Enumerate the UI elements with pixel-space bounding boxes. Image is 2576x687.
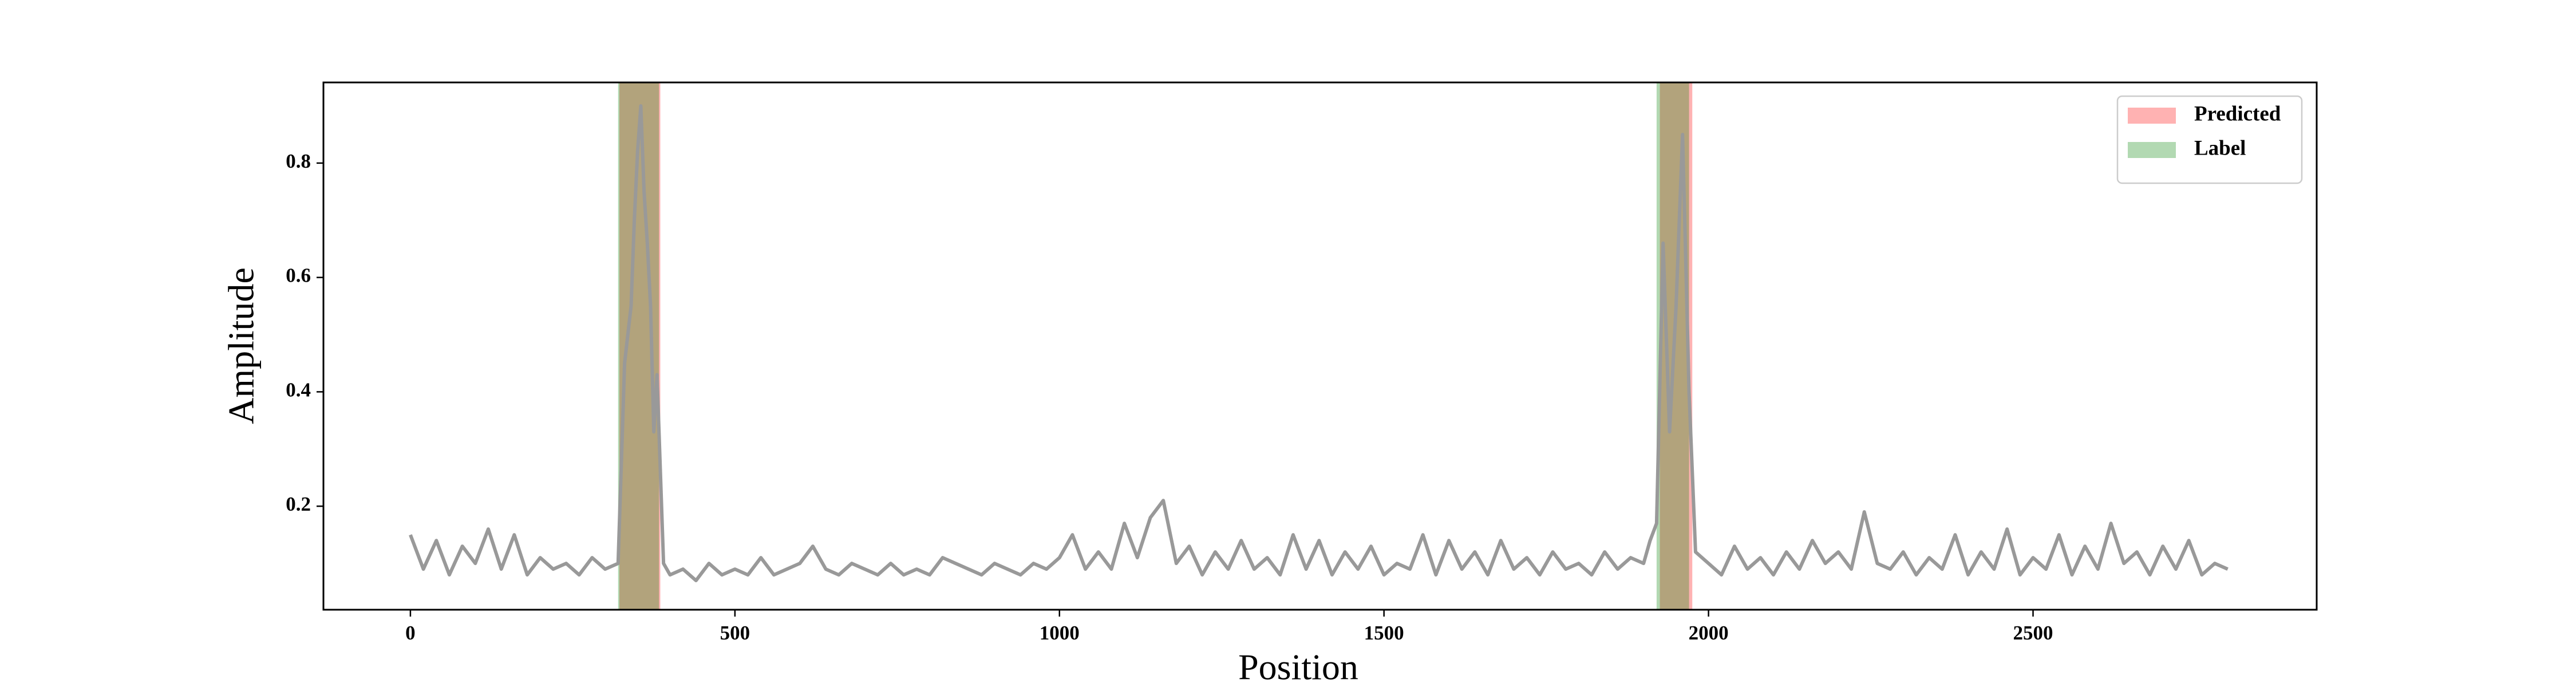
x-tick-label: 1000 xyxy=(1040,622,1080,644)
y-tick-label: 0.8 xyxy=(286,150,311,172)
x-axis-label: Position xyxy=(1238,647,1358,687)
legend-swatch xyxy=(2128,108,2176,124)
legend-swatch xyxy=(2128,142,2176,158)
legend-label: Predicted xyxy=(2194,102,2281,125)
x-tick-label: 500 xyxy=(720,622,750,644)
y-tick-label: 0.6 xyxy=(286,264,311,287)
legend-box xyxy=(2116,95,2303,184)
x-tick-label: 2500 xyxy=(2013,622,2053,644)
x-tick-label: 0 xyxy=(405,622,416,644)
plot-frame xyxy=(322,81,2318,611)
y-axis-label: Amplitude xyxy=(221,267,262,424)
legend-label: Label xyxy=(2194,136,2246,160)
x-tick-label: 2000 xyxy=(1689,622,1729,644)
data-line xyxy=(409,104,2229,583)
y-tick-label: 0.4 xyxy=(286,378,311,401)
y-tick-label: 0.2 xyxy=(286,493,311,515)
x-tick-label: 1500 xyxy=(1364,622,1404,644)
